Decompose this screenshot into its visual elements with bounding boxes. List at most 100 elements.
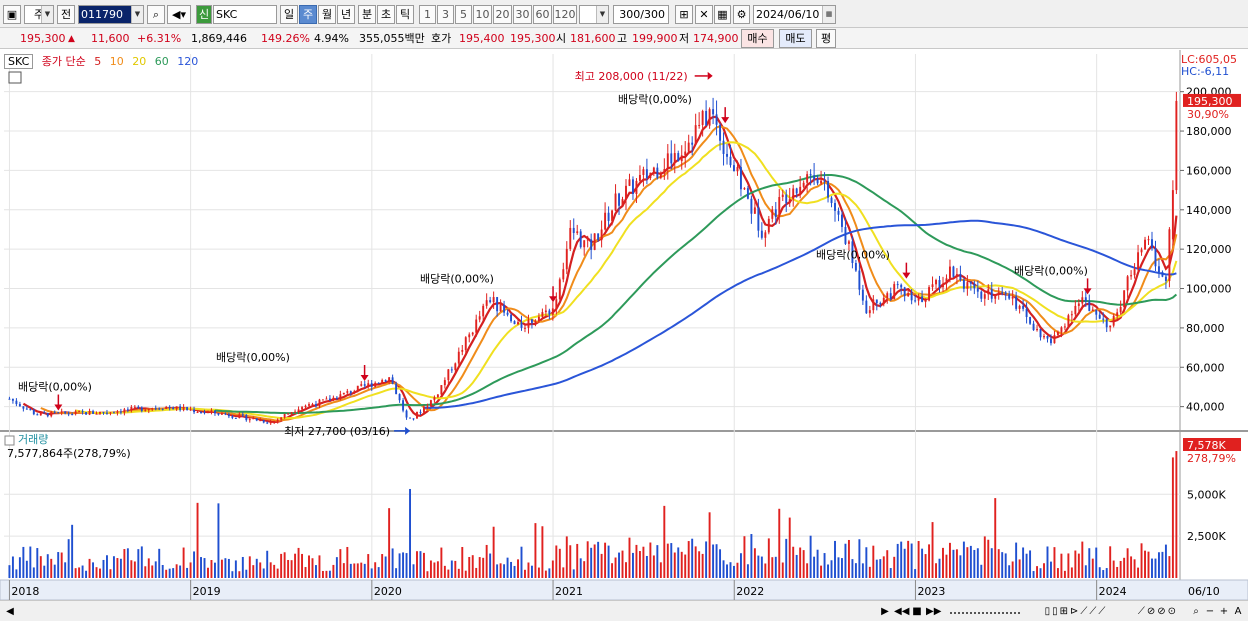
volume-bar (18, 557, 21, 578)
candle-body (889, 293, 892, 300)
volume: 1,869,446 (191, 32, 247, 45)
prev-button[interactable]: 전 (57, 5, 75, 24)
current-volume-marker (1183, 438, 1241, 451)
volume-bar (496, 564, 499, 578)
candle-body (412, 418, 415, 420)
play-icon[interactable]: ▶ (881, 606, 889, 617)
volume-bar (764, 563, 767, 578)
scroll-left-icon[interactable]: ◀ (6, 606, 14, 617)
volume-bar (210, 559, 213, 578)
plus-icon[interactable]: + (1219, 606, 1229, 617)
eval-button[interactable]: 평 (816, 29, 836, 48)
interval-20[interactable]: 20 (493, 5, 512, 24)
volume-bar (429, 560, 432, 578)
legend-ma120: 120 (177, 55, 199, 68)
forward-icon[interactable]: ▶▶ (926, 606, 942, 617)
candle-body (579, 231, 582, 248)
volume-bar (304, 567, 307, 578)
zoom-slider[interactable] (950, 604, 1020, 614)
candle-body (210, 410, 213, 412)
search-icon[interactable]: ⌕ (147, 5, 165, 24)
drawing-tools-icon[interactable]: ▯▯⊞⊳⟋⟋⟋ (1044, 606, 1108, 617)
volume-bar (945, 554, 948, 578)
tab-minute[interactable]: 분 (358, 5, 376, 24)
tab-day[interactable]: 일 (280, 5, 298, 24)
chart-area[interactable]: 200,000 180,000 160,000 140,000 120,000 100,0… (0, 50, 1248, 600)
candle-body (489, 300, 492, 303)
font-size-icon[interactable]: A (1234, 606, 1242, 617)
y-tick-label: 160,000 (1186, 164, 1232, 177)
legend-stock-name[interactable]: SKC (4, 54, 34, 69)
volume-bar (604, 542, 607, 578)
volume-bar (50, 558, 53, 578)
volume-bar (116, 558, 119, 578)
volume-bar (983, 536, 986, 578)
candle-body (245, 414, 248, 421)
candle-body (203, 412, 206, 414)
volume-bar (57, 552, 60, 578)
tab-month[interactable]: 월 (318, 5, 336, 24)
candle-type-icon[interactable]: ⊞ (675, 5, 693, 24)
crosshair-icon[interactable]: ✕ (695, 5, 713, 24)
minus-icon[interactable]: − (1205, 606, 1215, 617)
stock-name-field[interactable]: SKC (213, 5, 277, 24)
volume-bar (966, 547, 969, 578)
volume-bar (632, 552, 634, 578)
period-select[interactable]: 주 ▼ (24, 5, 54, 24)
custom-interval-select[interactable]: ▼ (579, 5, 609, 24)
volume-bar (1053, 547, 1056, 578)
candle-body (666, 153, 669, 170)
lc-label: LC:605,05 (1181, 53, 1237, 66)
interval-120[interactable]: 120 (553, 5, 577, 24)
volume-bar (618, 552, 620, 578)
legend-ma5: 5 (94, 55, 102, 68)
window-menu-icon[interactable]: ▣ (3, 5, 21, 24)
date-field[interactable]: 2024/06/10 ▦ (753, 5, 836, 24)
tab-year[interactable]: 년 (337, 5, 355, 24)
sell-button[interactable]: 매도 (779, 29, 812, 48)
interval-60[interactable]: 60 (533, 5, 552, 24)
candle-body (680, 155, 683, 162)
rewind-icon[interactable]: ◀◀ (894, 606, 910, 617)
volume-bar (346, 546, 349, 578)
volume-bar (416, 551, 418, 578)
volume-bar (875, 559, 878, 578)
candle-body (436, 394, 439, 398)
candle-body (597, 233, 600, 241)
save-icon[interactable]: ▦ (714, 5, 731, 24)
buy-button[interactable]: 매수 (741, 29, 774, 48)
volume-bar (60, 552, 63, 578)
candle-body (1137, 252, 1140, 270)
tab-second[interactable]: 초 (377, 5, 395, 24)
new-badge[interactable]: 신 (196, 5, 212, 24)
volume-bar (1050, 561, 1052, 578)
interval-3[interactable]: 3 (437, 5, 454, 24)
count-field[interactable]: 300/300 (613, 5, 669, 24)
volume-bar (726, 564, 728, 578)
volume-bar (207, 567, 209, 578)
price-volume-chart[interactable]: 200,000180,000160,000140,000120,000100,0… (0, 50, 1248, 600)
tab-tick[interactable]: 틱 (396, 5, 414, 24)
candle-body (715, 114, 718, 125)
interval-30[interactable]: 30 (513, 5, 532, 24)
stop-icon[interactable]: ■ (912, 606, 922, 617)
interval-10[interactable]: 10 (473, 5, 492, 24)
candle-body (750, 198, 753, 214)
candle-body (60, 411, 63, 413)
interval-1[interactable]: 1 (419, 5, 436, 24)
candle-body (443, 380, 446, 386)
candle-body (844, 226, 847, 244)
candle-body (71, 414, 74, 416)
candle-body (238, 414, 241, 419)
zoom-icon[interactable]: ⌕ (1193, 606, 1199, 617)
tab-week[interactable]: 주 (299, 5, 317, 24)
stock-code-input[interactable]: 011790 ▼ (78, 5, 144, 24)
interval-5[interactable]: 5 (455, 5, 472, 24)
shape-tools-icon[interactable]: ⟋⊘⊘⊙ (1137, 606, 1179, 617)
gear-icon[interactable]: ⚙ (733, 5, 750, 24)
volume-bar (78, 567, 81, 578)
volume-bar (767, 538, 770, 578)
candle-body (670, 153, 673, 164)
sound-icon[interactable]: ◀▾ (167, 5, 191, 24)
candle-body (997, 292, 1000, 295)
